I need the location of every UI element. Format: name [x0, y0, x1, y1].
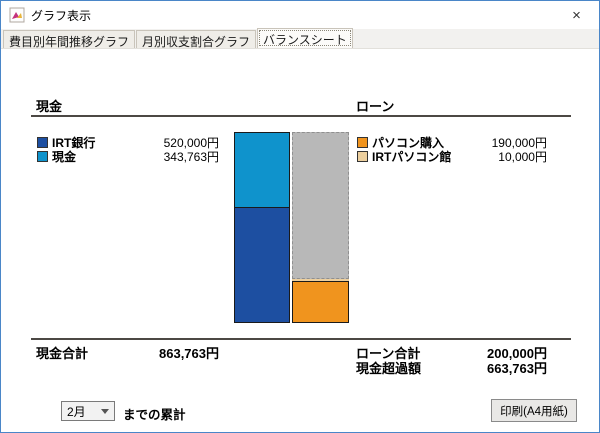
- loan-header: ローン: [356, 99, 395, 114]
- loan-stacked-bar: [292, 132, 349, 323]
- print-button[interactable]: 印刷(A4用紙): [491, 399, 577, 422]
- tab-yearly-trend[interactable]: 費目別年間推移グラフ: [3, 30, 136, 49]
- pc-purchase-swatch: [357, 136, 368, 148]
- cumulative-label: までの累計: [123, 408, 186, 422]
- cash-total-row: 現金合計 863,763円: [36, 345, 219, 361]
- month-select[interactable]: 2月: [61, 401, 115, 421]
- legend-value: 10,000円: [498, 149, 547, 164]
- cash-header: 現金: [36, 99, 63, 114]
- legend-label: パソコン購入: [372, 135, 445, 150]
- tab-strip: 費目別年間推移グラフ 月別収支割合グラフ バランスシート: [1, 28, 599, 49]
- chevron-down-icon: [101, 408, 109, 414]
- legend-label: 現金: [52, 149, 77, 164]
- tab-monthly-ratio[interactable]: 月別収支割合グラフ: [136, 30, 257, 49]
- app-icon: [9, 7, 25, 23]
- loan-total-label: ローン合計: [356, 346, 421, 361]
- legend-value: 520,000円: [163, 135, 219, 150]
- legend-item-irt-bank: IRT銀行 520,000円: [37, 135, 219, 150]
- tab-balance-sheet[interactable]: バランスシート: [257, 28, 353, 48]
- month-select-value: 2月: [67, 404, 86, 419]
- header-rule: [31, 115, 571, 117]
- legend-item-cash: 現金 343,763円: [37, 149, 219, 164]
- irt-bank-swatch: [37, 136, 48, 148]
- loan-total-value: 200,000円: [487, 346, 547, 361]
- cash-total-label: 現金合計: [36, 346, 89, 361]
- cash-excess-row: 現金超過額 663,763円: [356, 360, 547, 376]
- bar-segment: [292, 278, 349, 281]
- legend-value: 190,000円: [491, 135, 547, 150]
- cash-swatch: [37, 150, 48, 162]
- bar-segment: [234, 132, 290, 208]
- graph-panel: 現金 ローン IRT銀行 520,000円 現金 343,763円 パソコン購入…: [1, 49, 599, 432]
- bar-segment: [292, 280, 349, 323]
- window-title: グラフ表示: [31, 8, 92, 23]
- title-bar: グラフ表示 ×: [1, 1, 599, 29]
- cash-total-value: 863,763円: [159, 346, 219, 361]
- legend-item-irt-pc-store: IRTパソコン館 10,000円: [357, 149, 547, 164]
- cash-excess-label: 現金超過額: [356, 361, 422, 376]
- legend-label: IRT銀行: [52, 135, 96, 150]
- cash-stacked-bar: [234, 132, 290, 323]
- cash-excess-value: 663,763円: [487, 361, 547, 376]
- totals-rule: [31, 338, 571, 340]
- legend-value: 343,763円: [163, 149, 219, 164]
- bar-segment: [292, 132, 349, 279]
- legend-item-pc-purchase: パソコン購入 190,000円: [357, 135, 547, 150]
- legend-label: IRTパソコン館: [372, 149, 452, 164]
- bar-segment: [234, 208, 290, 323]
- irt-pc-store-swatch: [357, 150, 368, 162]
- close-button[interactable]: ×: [572, 6, 581, 24]
- loan-total-row: ローン合計 200,000円: [356, 345, 547, 361]
